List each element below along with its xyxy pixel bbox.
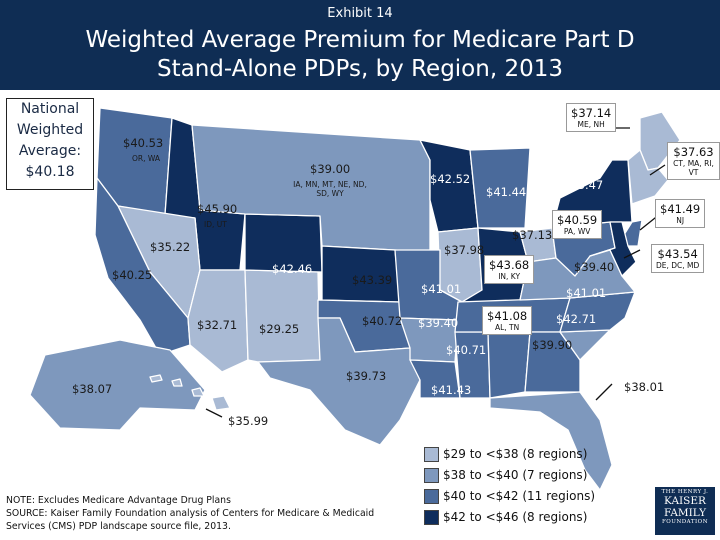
label-pa-wv: $40.59 [557, 213, 598, 227]
label-nm: $29.25 [259, 322, 300, 336]
legend-label: $42 to <$46 (8 regions) [443, 510, 588, 524]
label-ca: $40.25 [112, 268, 153, 282]
kff-logo: THE HENRY J. KAISER FAMILY FOUNDATION [655, 487, 715, 535]
label-az: $32.71 [197, 318, 238, 332]
label-ny: $43.47 [563, 178, 604, 192]
region-ca[interactable] [94, 177, 191, 356]
region-ct-ma-ri-vt[interactable] [627, 149, 669, 205]
callout-me-nh: $37.14 ME, NH [566, 103, 617, 132]
national-average-box: National Weighted Average: $40.18 [6, 98, 94, 190]
source-line: SOURCE: Kaiser Family Foundation analysi… [6, 508, 375, 532]
label-co: $42.46 [272, 262, 313, 276]
us-region-map [29, 107, 681, 491]
label-la: $40.71 [446, 343, 487, 357]
label-al-tn: $41.08 [487, 309, 528, 323]
region-fl[interactable] [489, 391, 613, 491]
callout-de-dc-md: $43.54 DE, DC, MD [651, 244, 705, 273]
logo-line-2: KAISER [664, 495, 706, 507]
region-de-dc-md[interactable] [589, 221, 637, 277]
label-ks: $43.39 [352, 273, 393, 287]
label-ar: $39.40 [418, 316, 459, 330]
region-ak[interactable] [29, 339, 206, 431]
region-nm[interactable] [244, 269, 321, 363]
label-mi: $41.44 [486, 185, 527, 199]
sublabel-al-tn: AL, TN [494, 323, 520, 332]
national-average-line-2: Weighted [16, 122, 84, 138]
label-ga: $42.71 [556, 312, 597, 326]
label-nc: $41.01 [566, 286, 607, 300]
region-ga[interactable] [524, 331, 581, 393]
sublabel-in-ky: IN, KY [498, 272, 521, 281]
label-nv: $35.22 [150, 240, 191, 254]
label-ct-ma-ri-vt: $37.63 [673, 145, 714, 159]
label-sc: $39.90 [532, 338, 573, 352]
label-or-wa: $40.53 [123, 136, 164, 150]
region-la[interactable] [409, 359, 461, 399]
label-wi: $42.52 [430, 172, 471, 186]
national-average-value: $40.18 [25, 164, 75, 180]
sublabel-de-dc-md: DE, DC, MD [656, 261, 700, 270]
national-average-line-1: National [20, 101, 80, 117]
label-oh: $37.13 [512, 228, 553, 242]
callout-in-ky: $43.68 IN, KY [484, 255, 535, 284]
legend-label: $40 to <$42 (11 regions) [443, 489, 596, 503]
sublabel-or-wa: OR, WA [132, 154, 161, 163]
label-hi: $35.99 [228, 414, 269, 428]
legend-swatch [424, 510, 439, 525]
label-fl: $38.01 [624, 380, 665, 394]
label-va: $39.40 [574, 260, 615, 274]
label-ok: $40.72 [362, 314, 403, 328]
sublabel-me-nh: ME, NH [577, 120, 605, 129]
label-de-dc-md: $43.54 [657, 247, 698, 261]
logo-line-4: FOUNDATION [661, 519, 709, 525]
region-tx[interactable] [257, 317, 421, 446]
region-hi[interactable] [149, 374, 231, 411]
label-ms: $41.43 [431, 383, 472, 397]
label-nj: $41.49 [660, 202, 701, 216]
header-banner: Exhibit 14 Weighted Average Premium for … [0, 0, 720, 90]
legend-swatch [424, 447, 439, 462]
label-il: $37.98 [444, 243, 485, 257]
label-ak: $38.07 [72, 382, 113, 396]
sublabel-ct-ma-ri-vt: CT, MA, RI, VT [673, 159, 714, 177]
label-tx: $39.73 [346, 369, 387, 383]
sublabel-pa-wv: PA, WV [563, 227, 591, 236]
legend-label: $38 to <$40 (7 regions) [443, 468, 588, 482]
sublabel-ia-mn-mt-ne-nd-sd-wy: IA, MN, MT, NE, ND, SD, WY [293, 180, 367, 198]
legend-label: $29 to <$38 (8 regions) [443, 447, 588, 461]
callout-ct-ma-ri-vt: $37.63 CT, MA, RI, VT [667, 142, 720, 180]
region-mi[interactable] [469, 147, 531, 229]
note-line: NOTE: Excludes Medicare Advantage Drug P… [6, 495, 231, 506]
title-line-1: Weighted Average Premium for Medicare Pa… [85, 27, 635, 53]
label-id-ut: $45.90 [197, 202, 238, 216]
label-me-nh: $37.14 [571, 106, 612, 120]
logo-line-1: THE HENRY J. [661, 489, 709, 495]
page-title: Weighted Average Premium for Medicare Pa… [0, 26, 720, 84]
label-in-ky: $43.68 [489, 258, 530, 272]
label-mo: $41.01 [421, 282, 462, 296]
logo-line-3: FAMILY [663, 507, 707, 519]
footnote: NOTE: Excludes Medicare Advantage Drug P… [6, 494, 416, 533]
exhibit-label: Exhibit 14 [327, 6, 393, 21]
legend-swatch [424, 468, 439, 483]
sublabel-nj: NJ [676, 216, 685, 225]
label-ia-mn-mt-ne-nd-sd-wy: $39.00 [310, 162, 351, 176]
title-line-2: Stand-Alone PDPs, by Region, 2013 [157, 56, 563, 82]
callout-al-tn: $41.08 AL, TN [482, 306, 533, 335]
callout-pa-wv: $40.59 PA, WV [552, 210, 603, 239]
legend-swatch [424, 489, 439, 504]
national-average-line-3: Average: [18, 143, 82, 159]
callout-nj: $41.49 NJ [655, 199, 706, 228]
sublabel-id-ut: ID, UT [204, 220, 227, 229]
